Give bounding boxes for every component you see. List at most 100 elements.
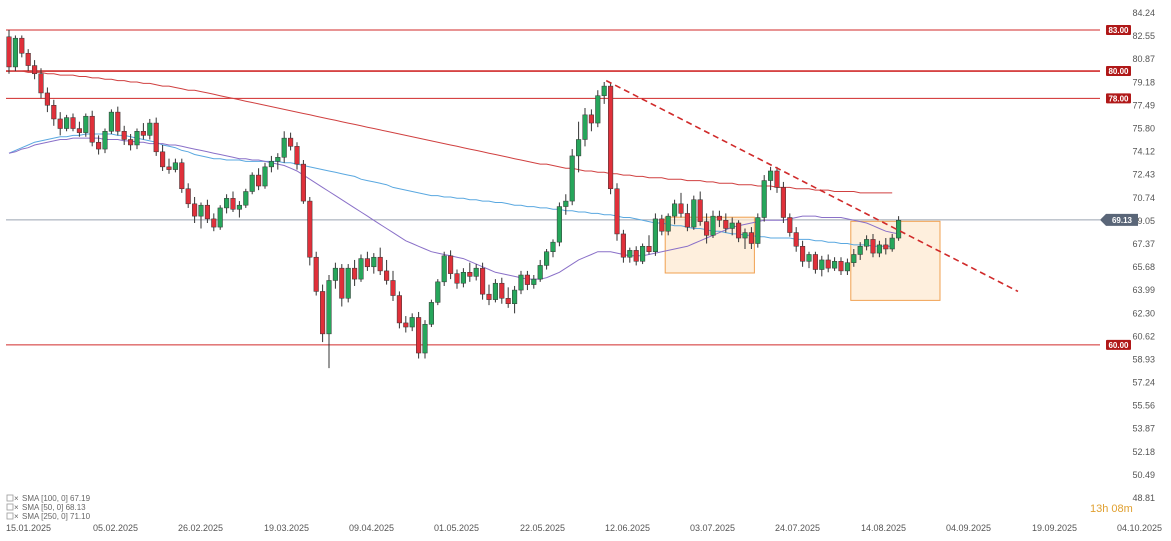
candle-body [326, 280, 332, 335]
candle-98 [633, 246, 639, 266]
candle-body [153, 122, 159, 153]
candle-body [729, 222, 735, 229]
candle-66 [428, 299, 434, 328]
candle-body [467, 272, 473, 277]
y-tick-label: 63.99 [1132, 285, 1155, 295]
candle-body [889, 237, 895, 250]
consolidation-boxes [664, 216, 941, 301]
y-tick-label: 72.43 [1132, 170, 1155, 180]
candle-body [742, 232, 748, 239]
candle-45 [294, 142, 300, 170]
candle-57 [371, 253, 377, 274]
candle-47 [307, 196, 313, 266]
candle-18 [121, 125, 127, 145]
y-tick-label: 57.24 [1132, 378, 1155, 388]
x-tick-label: 01.05.2025 [434, 523, 479, 533]
y-tick-label: 52.18 [1132, 447, 1155, 457]
candle-body [537, 265, 543, 280]
y-tick-label: 60.62 [1132, 331, 1155, 341]
candle-body [172, 162, 178, 170]
candle-body [550, 241, 556, 252]
candle-72 [467, 262, 473, 282]
candle-77 [499, 277, 505, 304]
level-badge-3: 60.00 [1106, 339, 1131, 350]
candle-body [736, 222, 742, 239]
candle-body [441, 255, 447, 283]
candle-132 [851, 248, 857, 267]
candle-body [435, 281, 441, 303]
candle-136 [876, 240, 882, 258]
candle-body [76, 128, 82, 133]
candle-17 [115, 106, 121, 136]
candle-60 [390, 270, 396, 302]
candle-body [166, 166, 172, 170]
candle-body [243, 191, 249, 206]
candle-body [358, 258, 364, 280]
candle-body [531, 278, 537, 285]
candle-28 [185, 183, 191, 208]
candle-body [19, 37, 25, 54]
candle-body [128, 139, 134, 146]
candle-7 [51, 99, 57, 126]
current-price-badge-bg [1100, 213, 1138, 226]
candle-2 [19, 35, 25, 58]
level-badge-0: 83.00 [1106, 24, 1131, 35]
candle-body [307, 200, 313, 258]
x-tick-label: 19.09.2025 [1032, 523, 1077, 533]
candle-105 [678, 192, 684, 218]
y-tick-label: 80.87 [1132, 54, 1155, 64]
sma-legend-label: SMA [250, 0] 71.10 [22, 512, 91, 521]
candle-59 [384, 259, 390, 285]
candle-124 [800, 240, 806, 267]
candle-body [646, 246, 652, 252]
candle-body [480, 267, 486, 295]
candle-10 [70, 113, 76, 132]
candle-body [6, 36, 12, 68]
candle-body [300, 163, 306, 202]
sma-legend-item-0: × SMA [100, 0] 67.19 [6, 494, 91, 503]
candle-68 [441, 251, 447, 286]
candle-6 [44, 87, 50, 113]
candle-13 [89, 110, 95, 147]
candle-body [160, 151, 166, 168]
legend-close-icon: × [14, 512, 19, 521]
x-tick-label: 03.07.2025 [690, 523, 735, 533]
candle-55 [358, 254, 364, 282]
candle-body [755, 217, 761, 244]
candle-127 [819, 255, 825, 277]
sma-legend-item-1: × SMA [50, 0] 68.13 [6, 503, 86, 512]
candle-70 [454, 269, 460, 289]
x-tick-label: 26.02.2025 [178, 523, 223, 533]
x-tick-label: 04.10.2025 [1117, 523, 1162, 533]
candle-36 [236, 201, 242, 218]
consolidation-box-1 [850, 220, 941, 301]
candle-44 [288, 132, 294, 151]
candle-43 [281, 131, 287, 163]
candle-100 [646, 235, 652, 255]
candle-110 [710, 210, 716, 239]
candle-body [256, 174, 262, 187]
candle-87 [563, 194, 569, 215]
candle-135 [870, 233, 876, 258]
candle-134 [864, 235, 870, 251]
candle-body [691, 199, 697, 228]
candle-body [627, 250, 633, 258]
candle-112 [723, 213, 729, 233]
level-badge-label: 80.00 [1108, 67, 1129, 76]
y-tick-label: 62.30 [1132, 308, 1155, 318]
candle-body [96, 141, 102, 150]
candle-body [320, 291, 326, 335]
support-resistance-levels [6, 29, 1100, 346]
candle-4 [32, 60, 38, 80]
candle-body [774, 170, 780, 188]
candle-body [377, 256, 383, 272]
candle-body [761, 180, 767, 218]
y-tick-label: 84.24 [1132, 8, 1155, 18]
candle-30 [198, 202, 204, 229]
x-tick-label: 05.02.2025 [93, 523, 138, 533]
candle-106 [684, 203, 690, 232]
x-axis: 15.01.2025 05.02.2025 26.02.2025 19.03.2025… [6, 523, 1162, 533]
candle-body [633, 250, 639, 262]
candle-body [25, 52, 31, 66]
